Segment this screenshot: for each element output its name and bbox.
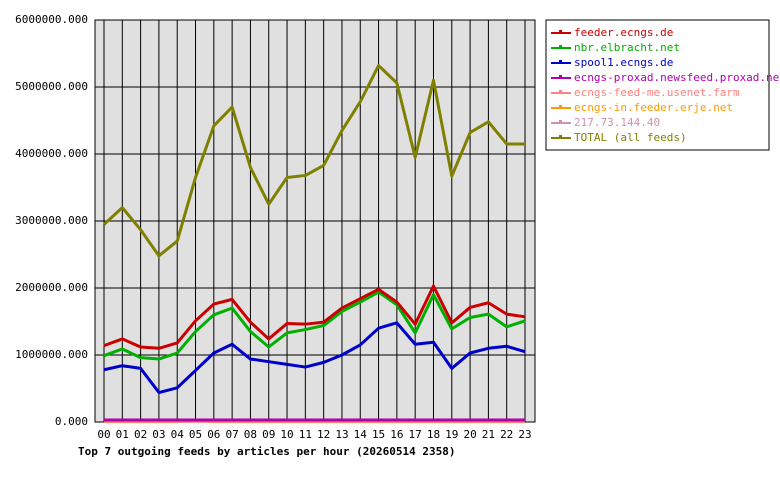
x-tick-label: 23 (518, 428, 531, 441)
x-tick-label: 18 (427, 428, 440, 441)
legend-marker (559, 45, 562, 48)
series-line (103, 321, 526, 395)
y-tick-label: 4000000.000 (15, 147, 88, 160)
x-tick-label: 15 (372, 428, 385, 441)
y-tick-label: 1000000.000 (15, 348, 88, 361)
legend-label: spool1.ecngs.de (574, 56, 673, 69)
legend-label: 217.73.144.40 (574, 116, 660, 129)
x-tick-label: 07 (226, 428, 239, 441)
legend-marker (559, 60, 562, 63)
series-line (103, 284, 526, 350)
legend-label: ecngs-proxad.newsfeed.proxad.net (574, 71, 780, 84)
x-tick-label: 08 (244, 428, 257, 441)
y-tick-label: 6000000.000 (15, 13, 88, 26)
series-line (103, 290, 526, 361)
legend-label: ecngs-feed-me.usenet.farm (574, 86, 740, 99)
legend-marker (559, 75, 562, 78)
x-tick-label: 22 (500, 428, 513, 441)
x-tick-label: 05 (189, 428, 202, 441)
legend-marker (559, 120, 562, 123)
legend-marker (559, 135, 562, 138)
x-tick-label: 21 (482, 428, 495, 441)
y-tick-label: 5000000.000 (15, 80, 88, 93)
x-tick-label: 09 (262, 428, 275, 441)
x-tick-label: 03 (152, 428, 165, 441)
x-tick-label: 12 (317, 428, 330, 441)
y-tick-label: 0.000 (55, 415, 88, 428)
legend-label: TOTAL (all feeds) (574, 131, 687, 144)
y-tick-label: 2000000.000 (15, 281, 88, 294)
x-tick-label: 04 (171, 428, 185, 441)
x-tick-label: 16 (390, 428, 403, 441)
x-tick-label: 19 (445, 428, 458, 441)
legend-label: ecngs-in.feeder.erje.net (574, 101, 733, 114)
legend-marker (559, 30, 562, 33)
legend-marker (559, 105, 562, 108)
x-tick-label: 20 (463, 428, 476, 441)
x-tick-label: 06 (207, 428, 220, 441)
x-tick-label: 10 (280, 428, 293, 441)
x-tick-label: 02 (134, 428, 147, 441)
legend-marker (559, 90, 562, 93)
x-tick-label: 11 (299, 428, 312, 441)
series-line (102, 64, 525, 258)
y-tick-label: 3000000.000 (15, 214, 88, 227)
x-tick-label: 01 (116, 428, 129, 441)
x-tick-label: 00 (97, 428, 110, 441)
x-tick-label: 13 (335, 428, 348, 441)
x-tick-label: 17 (409, 428, 422, 441)
chart-title: Top 7 outgoing feeds by articles per hou… (78, 445, 456, 458)
legend-box (545, 19, 770, 151)
legend-label: nbr.elbracht.net (574, 41, 680, 54)
x-tick-label: 14 (354, 428, 368, 441)
legend-label: feeder.ecngs.de (574, 26, 673, 39)
